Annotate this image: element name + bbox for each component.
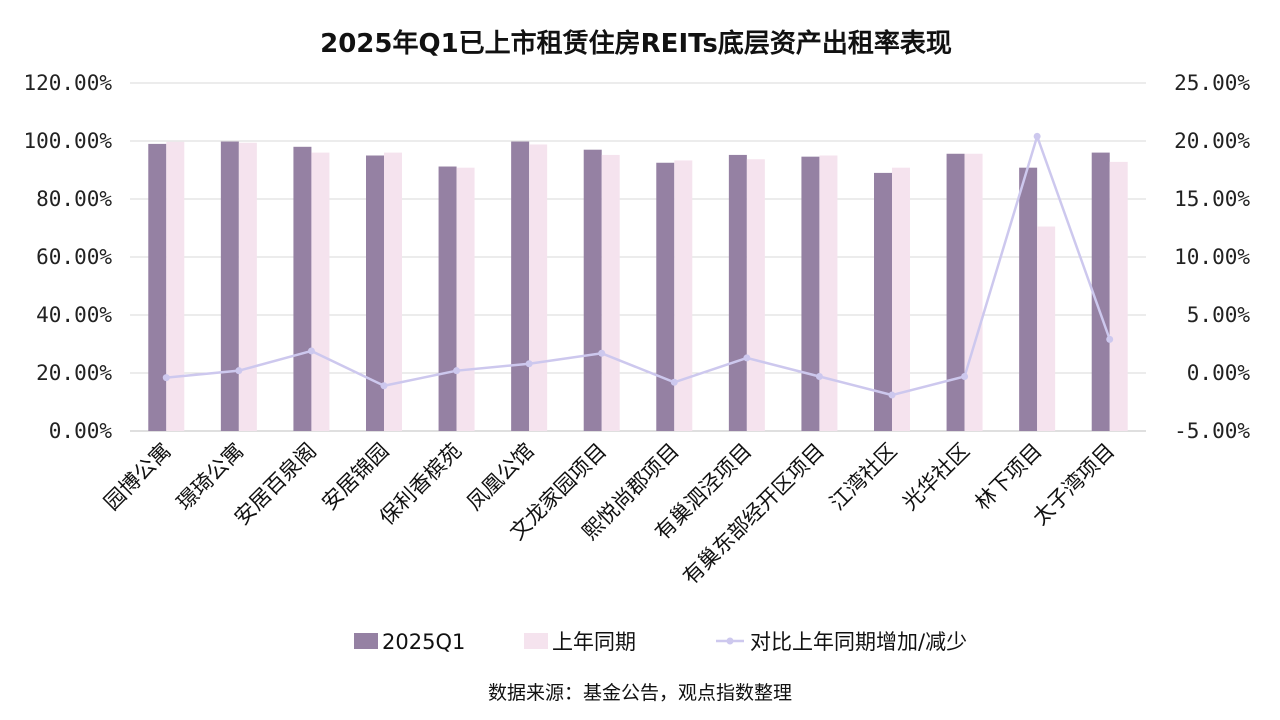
bar-prior-year — [964, 153, 983, 431]
chart-title: 2025年Q1已上市租赁住房REITs底层资产出租率表现 — [320, 28, 952, 59]
change-point — [453, 367, 461, 375]
change-point — [1106, 335, 1114, 343]
right-tick-label: 0.00% — [1187, 361, 1251, 385]
right-tick-label: 10.00% — [1174, 245, 1250, 269]
legend-label-2025q1: 2025Q1 — [382, 630, 465, 654]
bar-prior-year — [892, 167, 910, 431]
legend-label-change: 对比上年同期增加/减少 — [750, 630, 967, 654]
category-label: 光华社区 — [898, 439, 974, 515]
bar-2025q1 — [366, 155, 384, 431]
change-point — [162, 374, 170, 382]
bar-prior-year — [166, 141, 185, 431]
bar-2025q1 — [148, 143, 167, 431]
bar-prior-year — [746, 159, 765, 431]
legend-swatch-2025q1 — [354, 633, 378, 649]
bar-prior-year — [529, 144, 548, 432]
change-point — [961, 372, 969, 380]
left-tick-label: 20.00% — [36, 361, 112, 385]
bar-prior-year — [674, 160, 693, 431]
source-note: 数据来源：基金公告，观点指数整理 — [488, 682, 792, 704]
bar-2025q1 — [801, 156, 820, 431]
bar-2025q1 — [438, 166, 457, 431]
bar-prior-year — [238, 142, 257, 432]
bar-2025q1 — [1091, 152, 1110, 431]
bar-prior-year — [1109, 161, 1128, 431]
left-tick-label: 120.00% — [23, 71, 112, 95]
category-label: 凤凰公馆 — [462, 439, 538, 515]
change-line — [162, 132, 1114, 399]
change-line-path — [166, 132, 1111, 397]
right-tick-label: 15.00% — [1174, 187, 1250, 211]
left-tick-label: 60.00% — [36, 245, 112, 269]
category-label: 江湾社区 — [825, 439, 901, 515]
right-axis-ticks: -5.00% 0.00% 5.00% 10.00% 15.00% 20.00% 25.00% — [1174, 71, 1250, 443]
bar-prior-year — [819, 155, 838, 431]
category-label: 璟琦公寓 — [172, 439, 248, 515]
bar-prior-year — [311, 152, 330, 431]
bar-2025q1 — [874, 172, 892, 431]
bar-2025q1 — [220, 141, 239, 431]
change-point — [743, 354, 751, 362]
category-label: 园博公寓 — [99, 439, 175, 515]
right-tick-label: 25.00% — [1174, 71, 1250, 95]
legend-label-prior-year: 上年同期 — [552, 630, 636, 654]
category-label: 有巢东部经开区项目 — [678, 439, 829, 590]
legend-swatch-prior-year — [524, 633, 548, 649]
left-tick-label: 100.00% — [23, 129, 112, 153]
change-point — [380, 382, 388, 390]
bar-prior-year — [384, 152, 402, 431]
change-point — [525, 360, 533, 368]
bar-2025q1 — [511, 141, 530, 431]
right-tick-label: 20.00% — [1174, 129, 1250, 153]
category-labels: 园博公寓璟琦公寓安居百泉阁安居锦园保利香槟苑凤凰公馆文龙家园项目熙悦尚郡项目有巢… — [99, 439, 1119, 590]
right-tick-label: -5.00% — [1174, 419, 1250, 443]
right-tick-label: 5.00% — [1187, 303, 1251, 327]
gridlines — [130, 82, 1146, 432]
change-point — [670, 378, 678, 386]
bars — [148, 141, 1128, 432]
left-tick-label: 40.00% — [36, 303, 112, 327]
bar-2025q1 — [1019, 167, 1038, 431]
left-tick-label: 0.00% — [49, 419, 113, 443]
bar-2025q1 — [946, 153, 965, 431]
category-label: 林下项目 — [970, 439, 1046, 515]
left-tick-label: 80.00% — [36, 187, 112, 211]
change-point — [1033, 132, 1041, 140]
legend-marker-change — [726, 637, 734, 645]
left-axis-ticks: 0.00% 20.00% 40.00% 60.00% 80.00% 100.00% 120.… — [23, 71, 112, 443]
change-point — [815, 372, 823, 380]
bar-2025q1 — [293, 146, 312, 432]
bar-prior-year — [1037, 226, 1056, 431]
change-point — [598, 349, 606, 357]
bar-2025q1 — [656, 162, 675, 431]
legend: 2025Q1 上年同期 对比上年同期增加/减少 — [354, 630, 967, 654]
change-point — [235, 367, 243, 375]
change-point — [888, 391, 896, 399]
bar-prior-year — [601, 154, 620, 432]
bar-prior-year — [456, 167, 475, 431]
bar-2025q1 — [728, 154, 747, 432]
change-point — [307, 347, 315, 355]
category-label: 安居锦园 — [317, 439, 393, 515]
bar-2025q1 — [583, 149, 602, 431]
